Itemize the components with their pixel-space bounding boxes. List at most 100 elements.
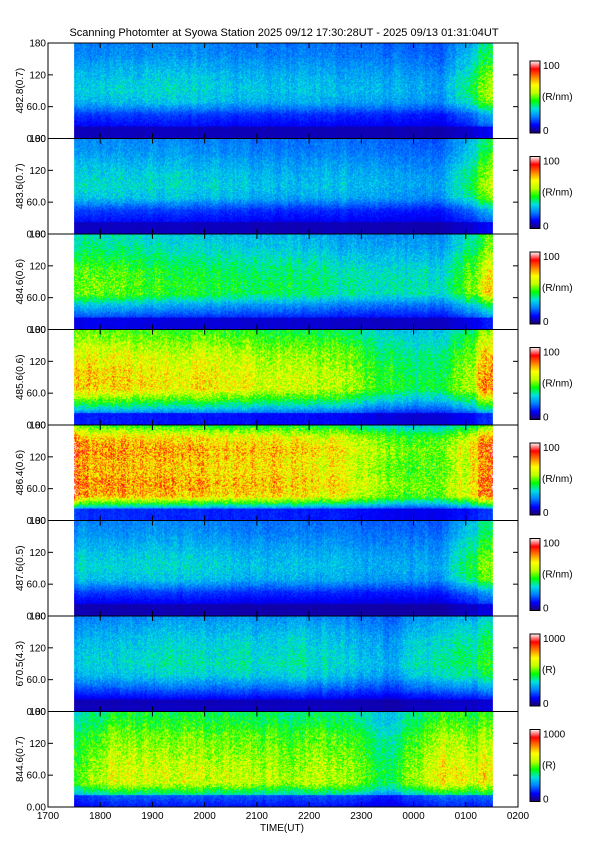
y-tick-label: 0.00	[27, 707, 47, 718]
colorbar-min-label: 0	[543, 699, 549, 710]
colorbar-max-label: 100	[543, 348, 560, 359]
heatmap-image	[74, 425, 493, 521]
colorbar-max-label: 100	[543, 443, 560, 454]
panel-label: 482.8(0.7)	[15, 68, 26, 114]
panel-label: 670.5(4.3)	[15, 641, 26, 687]
panel-label: 844.6(0.7)	[15, 736, 26, 782]
y-tick-label: 60.0	[27, 102, 47, 113]
heatmap-image	[74, 329, 493, 425]
colorbar	[529, 442, 541, 516]
y-tick-label: 120	[29, 357, 46, 368]
panel-label: 486.4(0.6)	[15, 450, 26, 496]
y-tick-label: 60.0	[27, 293, 47, 304]
colorbar	[529, 347, 541, 420]
colorbar-max-label: 1000	[543, 730, 566, 741]
y-tick-label: 60.0	[27, 771, 47, 782]
y-tick-label: 60.0	[27, 389, 47, 400]
y-tick-label: 120	[29, 548, 46, 559]
colorbar	[529, 538, 541, 611]
y-tick-label: 0.00	[27, 421, 47, 432]
y-tick-label: 120	[29, 643, 46, 654]
y-tick-label: 60.0	[27, 198, 47, 209]
panel-8: 0.00 60.0 120 180 844.6(0.7) 1000 (R) 0	[15, 707, 566, 814]
x-tick-label: 2100	[246, 811, 269, 822]
colorbar-max-label: 100	[543, 539, 560, 550]
panel-6: 0.00 60.0 120 180 487.6(0.5) 100 (R/nm) 0	[15, 516, 573, 623]
y-tick-label: 120	[29, 452, 46, 463]
heatmap-image	[74, 616, 493, 712]
colorbar-max-label: 100	[543, 252, 560, 263]
colorbar-min-label: 0	[543, 222, 549, 233]
y-tick-label: 120	[29, 739, 46, 750]
chart-title: Scanning Photomter at Syowa Station 2025…	[69, 27, 498, 39]
x-tick-label: 0100	[455, 811, 478, 822]
colorbar	[529, 633, 541, 707]
heatmap-image	[74, 520, 493, 616]
x-tick-label: 0000	[402, 811, 425, 822]
x-tick-label: 1800	[89, 811, 112, 822]
y-tick-label: 0.00	[27, 134, 47, 145]
y-tick-label: 60.0	[27, 484, 47, 495]
colorbar	[529, 729, 541, 802]
x-tick-label: 2300	[350, 811, 373, 822]
panel-2: 0.00 60.0 120 180 483.6(0.7) 100 (R/nm) 0	[15, 134, 573, 241]
y-tick-label: 120	[29, 261, 46, 272]
colorbar-min-label: 0	[543, 508, 549, 519]
panel-7: 0.00 60.0 120 180 670.5(4.3) 1000 (R) 0	[15, 612, 566, 719]
panels-layer: 0.00 60.0 120 180 482.8(0.7) 100 (R/nm) 0 0.00 60…	[15, 39, 573, 814]
heatmap-image	[74, 43, 493, 139]
panel-5: 0.00 60.0 120 180 486.4(0.6) 100 (R/nm) 0	[15, 421, 573, 528]
y-tick-label: 180	[29, 134, 46, 145]
colorbar-unit-label: (R/nm)	[542, 188, 573, 199]
panel-1: 0.00 60.0 120 180 482.8(0.7) 100 (R/nm) 0	[15, 39, 573, 146]
y-tick-label: 180	[29, 325, 46, 336]
y-tick-label: 180	[29, 516, 46, 527]
colorbar-unit-label: (R/nm)	[542, 379, 573, 390]
y-tick-label: 0.00	[27, 803, 47, 814]
panel-frame	[47, 711, 519, 808]
panel-label: 487.6(0.5)	[15, 545, 26, 591]
y-tick-label: 60.0	[27, 580, 47, 591]
heatmap-image	[74, 234, 493, 330]
y-tick-label: 180	[29, 39, 46, 50]
x-tick-label: 1700	[37, 811, 60, 822]
heatmap-image	[74, 138, 493, 234]
colorbar-max-label: 100	[543, 157, 560, 168]
colorbar-unit-label: (R)	[542, 761, 556, 772]
y-tick-label: 60.0	[27, 675, 47, 686]
colorbar-min-label: 0	[543, 604, 549, 615]
y-tick-label: 0.00	[27, 516, 47, 527]
colorbar-min-label: 0	[543, 126, 549, 137]
colorbar	[529, 251, 541, 325]
colorbar-unit-label: (R)	[542, 665, 556, 676]
colorbar-max-label: 100	[543, 61, 560, 72]
colorbar-min-label: 0	[543, 413, 549, 424]
colorbar-unit-label: (R/nm)	[542, 92, 573, 103]
colorbar-unit-label: (R/nm)	[542, 283, 573, 294]
panel-label: 484.6(0.6)	[15, 259, 26, 305]
y-tick-label: 0.00	[27, 230, 47, 241]
y-tick-label: 180	[29, 230, 46, 241]
y-tick-label: 0.00	[27, 325, 47, 336]
panel-4: 0.00 60.0 120 180 485.6(0.6) 100 (R/nm) 0	[15, 325, 573, 432]
x-tick-label: 2000	[194, 811, 217, 822]
y-tick-label: 180	[29, 707, 46, 718]
colorbar	[529, 156, 541, 229]
panel-3: 0.00 60.0 120 180 484.6(0.6) 100 (R/nm) 0	[15, 230, 573, 337]
colorbar-max-label: 1000	[543, 634, 566, 645]
colorbar	[529, 60, 541, 134]
y-tick-label: 0.00	[27, 612, 47, 623]
x-axis: 1700 1800 1900 2000 2100 2200 2300 0000 0100 0200	[37, 811, 530, 822]
heatmap-image	[74, 711, 493, 807]
colorbar-min-label: 0	[543, 795, 549, 806]
panel-label: 485.6(0.6)	[15, 354, 26, 400]
y-tick-label: 120	[29, 166, 46, 177]
y-tick-label: 180	[29, 421, 46, 432]
y-tick-label: 180	[29, 612, 46, 623]
x-tick-label: 1900	[141, 811, 164, 822]
x-tick-label: 2200	[298, 811, 321, 822]
panel-label: 483.6(0.7)	[15, 163, 26, 209]
colorbar-unit-label: (R/nm)	[542, 474, 573, 485]
x-axis-label: TIME(UT)	[260, 823, 304, 834]
